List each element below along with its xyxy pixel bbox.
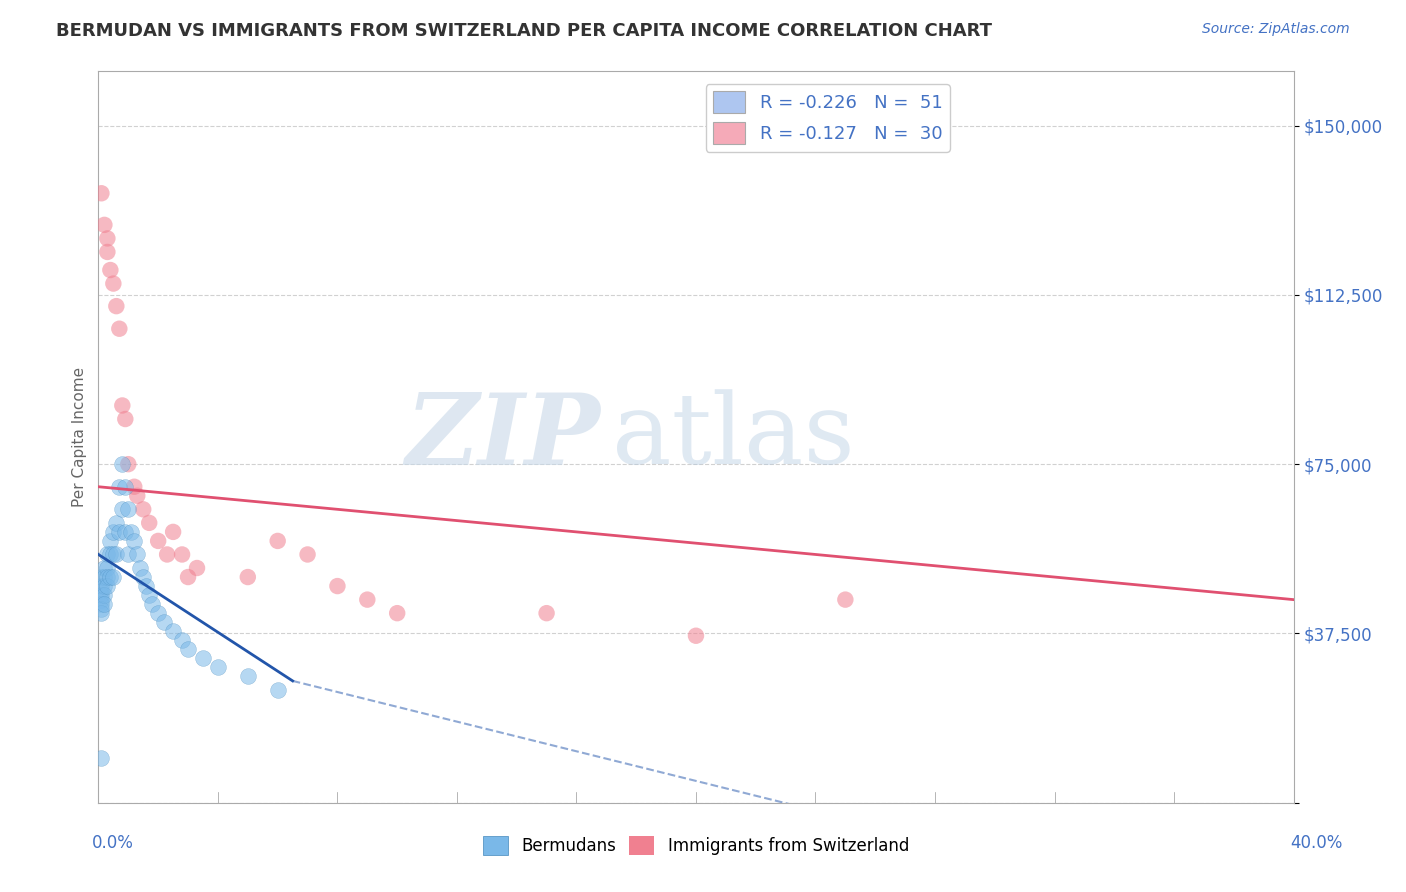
Point: [96, 570, 118, 584]
Point: [90, 570, 112, 584]
Point: [96, 548, 118, 562]
Point: [120, 524, 142, 539]
Text: atlas: atlas: [613, 389, 855, 485]
Point: [111, 399, 134, 413]
Point: [127, 489, 149, 503]
Point: [385, 606, 409, 620]
Point: [111, 502, 134, 516]
Text: Source: ZipAtlas.com: Source: ZipAtlas.com: [1202, 22, 1350, 37]
Point: [297, 548, 319, 562]
Point: [124, 480, 146, 494]
Point: [103, 524, 125, 539]
Point: [132, 502, 155, 516]
Point: [108, 524, 131, 539]
Point: [90, 583, 112, 598]
Point: [108, 322, 131, 336]
Point: [114, 412, 136, 426]
Point: [90, 186, 112, 201]
Point: [172, 633, 194, 648]
Point: [124, 533, 146, 548]
Point: [96, 561, 118, 575]
Point: [153, 615, 176, 630]
Text: 40.0%: 40.0%: [1291, 834, 1343, 852]
Point: [834, 592, 856, 607]
Point: [114, 480, 136, 494]
Point: [138, 516, 160, 530]
Point: [93, 570, 115, 584]
Point: [117, 502, 139, 516]
Point: [90, 606, 112, 620]
Point: [103, 548, 125, 562]
Point: [186, 561, 208, 575]
Point: [90, 750, 112, 764]
Point: [685, 629, 707, 643]
Point: [96, 244, 118, 259]
Point: [105, 548, 128, 562]
Text: 0.0%: 0.0%: [91, 834, 134, 852]
Point: [138, 588, 160, 602]
Point: [162, 624, 184, 639]
Point: [191, 651, 214, 665]
Legend: Bermudans, Immigrants from Switzerland: Bermudans, Immigrants from Switzerland: [477, 830, 915, 862]
Point: [117, 457, 139, 471]
Point: [90, 588, 112, 602]
Point: [108, 480, 131, 494]
Point: [93, 579, 115, 593]
Point: [96, 579, 118, 593]
Point: [98, 533, 122, 548]
Point: [93, 588, 115, 602]
Point: [98, 263, 122, 277]
Point: [93, 561, 115, 575]
Point: [267, 682, 290, 697]
Point: [90, 592, 112, 607]
Point: [177, 570, 200, 584]
Point: [103, 570, 125, 584]
Point: [93, 218, 115, 232]
Y-axis label: Per Capita Income: Per Capita Income: [72, 367, 87, 508]
Point: [127, 548, 149, 562]
Point: [267, 533, 290, 548]
Point: [536, 606, 558, 620]
Point: [90, 601, 112, 615]
Point: [148, 533, 170, 548]
Point: [148, 606, 170, 620]
Point: [98, 548, 122, 562]
Point: [114, 524, 136, 539]
Point: [236, 669, 259, 683]
Point: [326, 579, 349, 593]
Point: [135, 579, 157, 593]
Point: [117, 548, 139, 562]
Point: [207, 660, 229, 674]
Point: [177, 642, 200, 657]
Point: [156, 548, 179, 562]
Point: [162, 524, 184, 539]
Point: [98, 570, 122, 584]
Point: [132, 570, 155, 584]
Point: [356, 592, 378, 607]
Point: [90, 597, 112, 611]
Point: [129, 561, 152, 575]
Point: [236, 570, 259, 584]
Point: [93, 597, 115, 611]
Text: ZIP: ZIP: [405, 389, 600, 485]
Point: [96, 231, 118, 245]
Point: [90, 579, 112, 593]
Point: [111, 457, 134, 471]
Text: BERMUDAN VS IMMIGRANTS FROM SWITZERLAND PER CAPITA INCOME CORRELATION CHART: BERMUDAN VS IMMIGRANTS FROM SWITZERLAND …: [56, 22, 993, 40]
Point: [105, 516, 128, 530]
Point: [103, 277, 125, 291]
Point: [105, 299, 128, 313]
Point: [141, 597, 163, 611]
Point: [172, 548, 194, 562]
